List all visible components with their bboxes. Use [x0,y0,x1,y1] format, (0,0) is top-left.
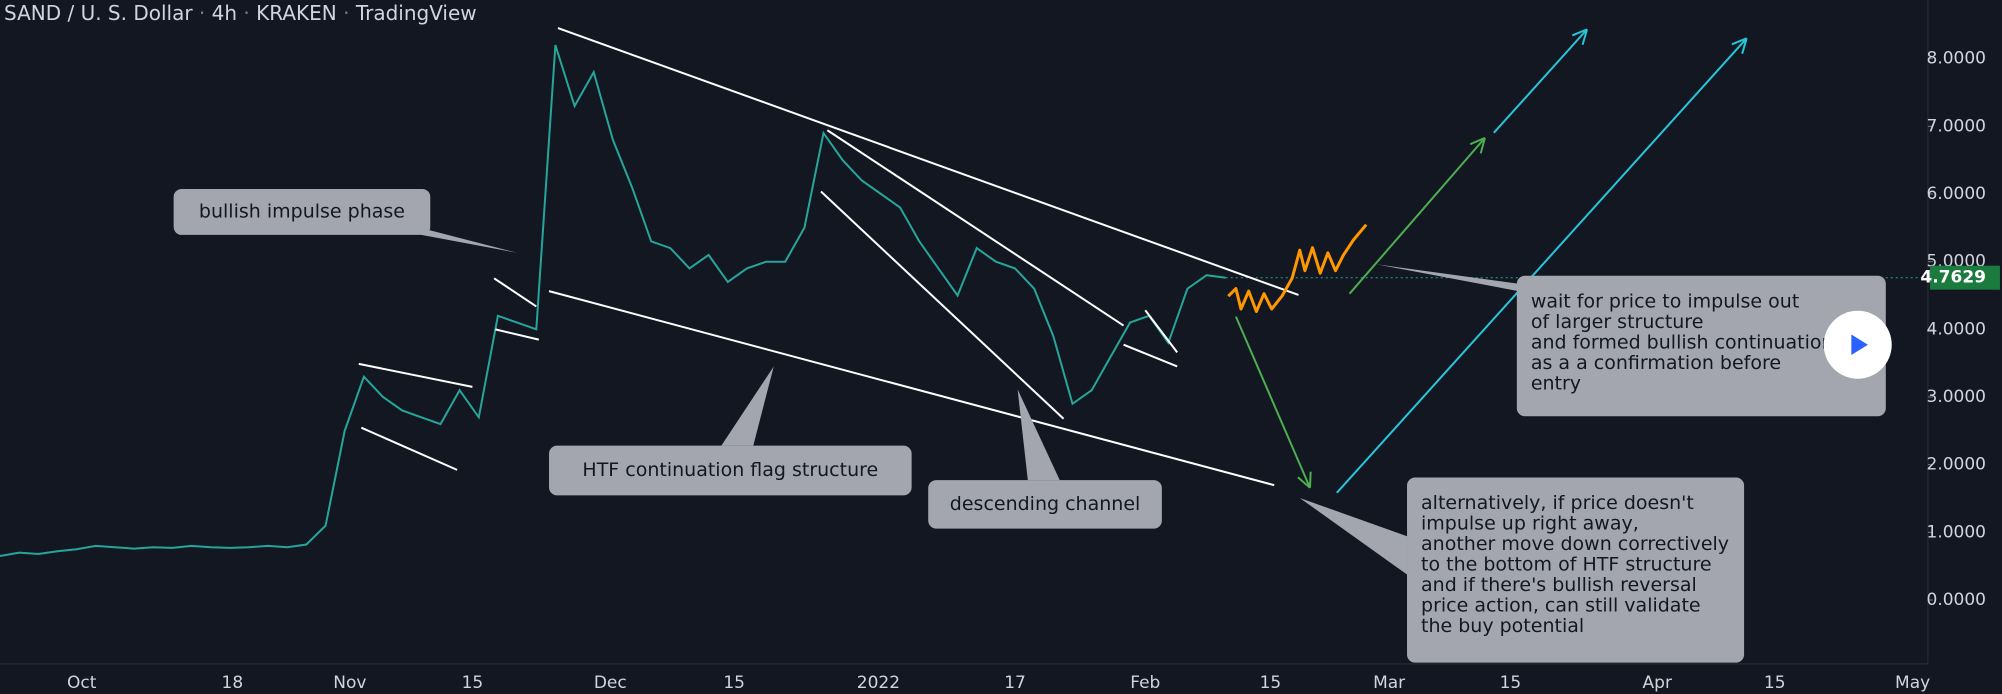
callout-pointer [1376,264,1533,294]
trend-line [820,190,1065,420]
callout-text: wait for price to impulse out [1531,290,1799,312]
callout-text: and formed bullish continuation [1531,331,1834,353]
title-part: KRAKEN [256,1,337,25]
arrow-head [1479,137,1486,154]
callout-box [928,480,1162,529]
callout-box [173,188,431,235]
callout-box [1516,275,1886,417]
x-tick-label: Nov [333,673,366,693]
callout-box [549,445,912,496]
title-separator: · [237,1,256,25]
x-tick-label: 2022 [857,673,900,693]
title-separator: · [193,1,212,25]
callout-text: as a a confirmation before [1531,352,1781,374]
arrow [1348,137,1486,295]
y-tick-label: 0.0000 [1927,590,1986,610]
callout-text: entry [1531,372,1581,394]
title-part: 4h [212,1,237,25]
arrow-head [1731,37,1748,46]
callout-text: impulse up right away, [1421,513,1639,535]
arrow [1493,28,1588,134]
callout-text: bullish impulse phase [199,200,405,222]
arrow-head [1581,29,1589,46]
price-line [0,44,1226,557]
callout-text: of larger structure [1531,311,1704,333]
x-tick-label: 17 [1004,673,1026,693]
last-price-badge [1929,265,2000,290]
last-price-label: 4.7629 [1920,268,1986,288]
arrow-head [1308,471,1312,488]
callout-pointer [721,366,774,446]
x-tick-label: Dec [594,673,627,693]
x-tick-label: 15 [462,673,484,693]
arrow-head [1571,28,1588,37]
y-tick-label: 2.0000 [1927,455,1986,475]
y-tick-label: 3.0000 [1927,387,1986,407]
trend-line [493,277,537,308]
y-tick-label: 4.0000 [1927,319,1986,339]
callout-pointer [1299,497,1408,575]
x-tick-label: 15 [1260,673,1282,693]
x-tick-label: 15 [1500,673,1522,693]
callout-text: HTF continuation flag structure [582,459,878,481]
x-tick-label: Mar [1373,673,1405,693]
callout-text: to the bottom of HTF structure [1421,554,1712,576]
y-tick-label: 7.0000 [1927,116,1986,136]
x-tick-label: 18 [222,673,244,693]
callout-pointer [1017,389,1060,481]
y-tick-label: 1.0000 [1927,522,1986,542]
play-icon[interactable] [1851,334,1868,355]
arrow [1336,37,1748,494]
callout-text: and if there's bullish reversal [1421,574,1697,596]
callout-text: the buy potential [1421,615,1584,637]
callout-text: price action, can still validate [1421,595,1701,617]
callout-box [1407,477,1745,663]
trend-line [495,328,540,341]
arrow-head [1469,136,1486,146]
trend-line [1144,309,1178,353]
trend-line [1123,343,1178,368]
callout-text: descending channel [950,493,1141,515]
trend-line [557,27,1299,296]
title-separator: · [337,1,356,25]
trend-line [360,426,458,471]
x-tick-label: Oct [67,673,97,693]
callout-text: another move down correctively [1421,533,1729,555]
chart-title: SAND / U. S. Dollar · 4h · KRAKEN · Trad… [4,1,477,25]
title-part: TradingView [355,1,477,25]
trend-line [826,129,1125,327]
y-tick-label: 8.0000 [1927,49,1986,69]
y-tick-label: 6.0000 [1927,184,1986,204]
arrow-head [1741,38,1748,54]
x-tick-label: May [1895,673,1930,693]
x-tick-label: 15 [723,673,745,693]
callout-text: alternatively, if price doesn't [1421,492,1694,514]
arrow-head [1297,476,1311,489]
x-tick-label: Apr [1643,673,1672,693]
callout-pointer [408,224,518,253]
x-tick-label: Feb [1130,673,1160,693]
trend-line [358,362,473,388]
arrow [1235,316,1311,489]
title-part: SAND / U. S. Dollar [4,1,193,25]
trend-line [548,290,1275,487]
projection-squiggle [1227,223,1368,313]
x-tick-label: 15 [1764,673,1786,693]
